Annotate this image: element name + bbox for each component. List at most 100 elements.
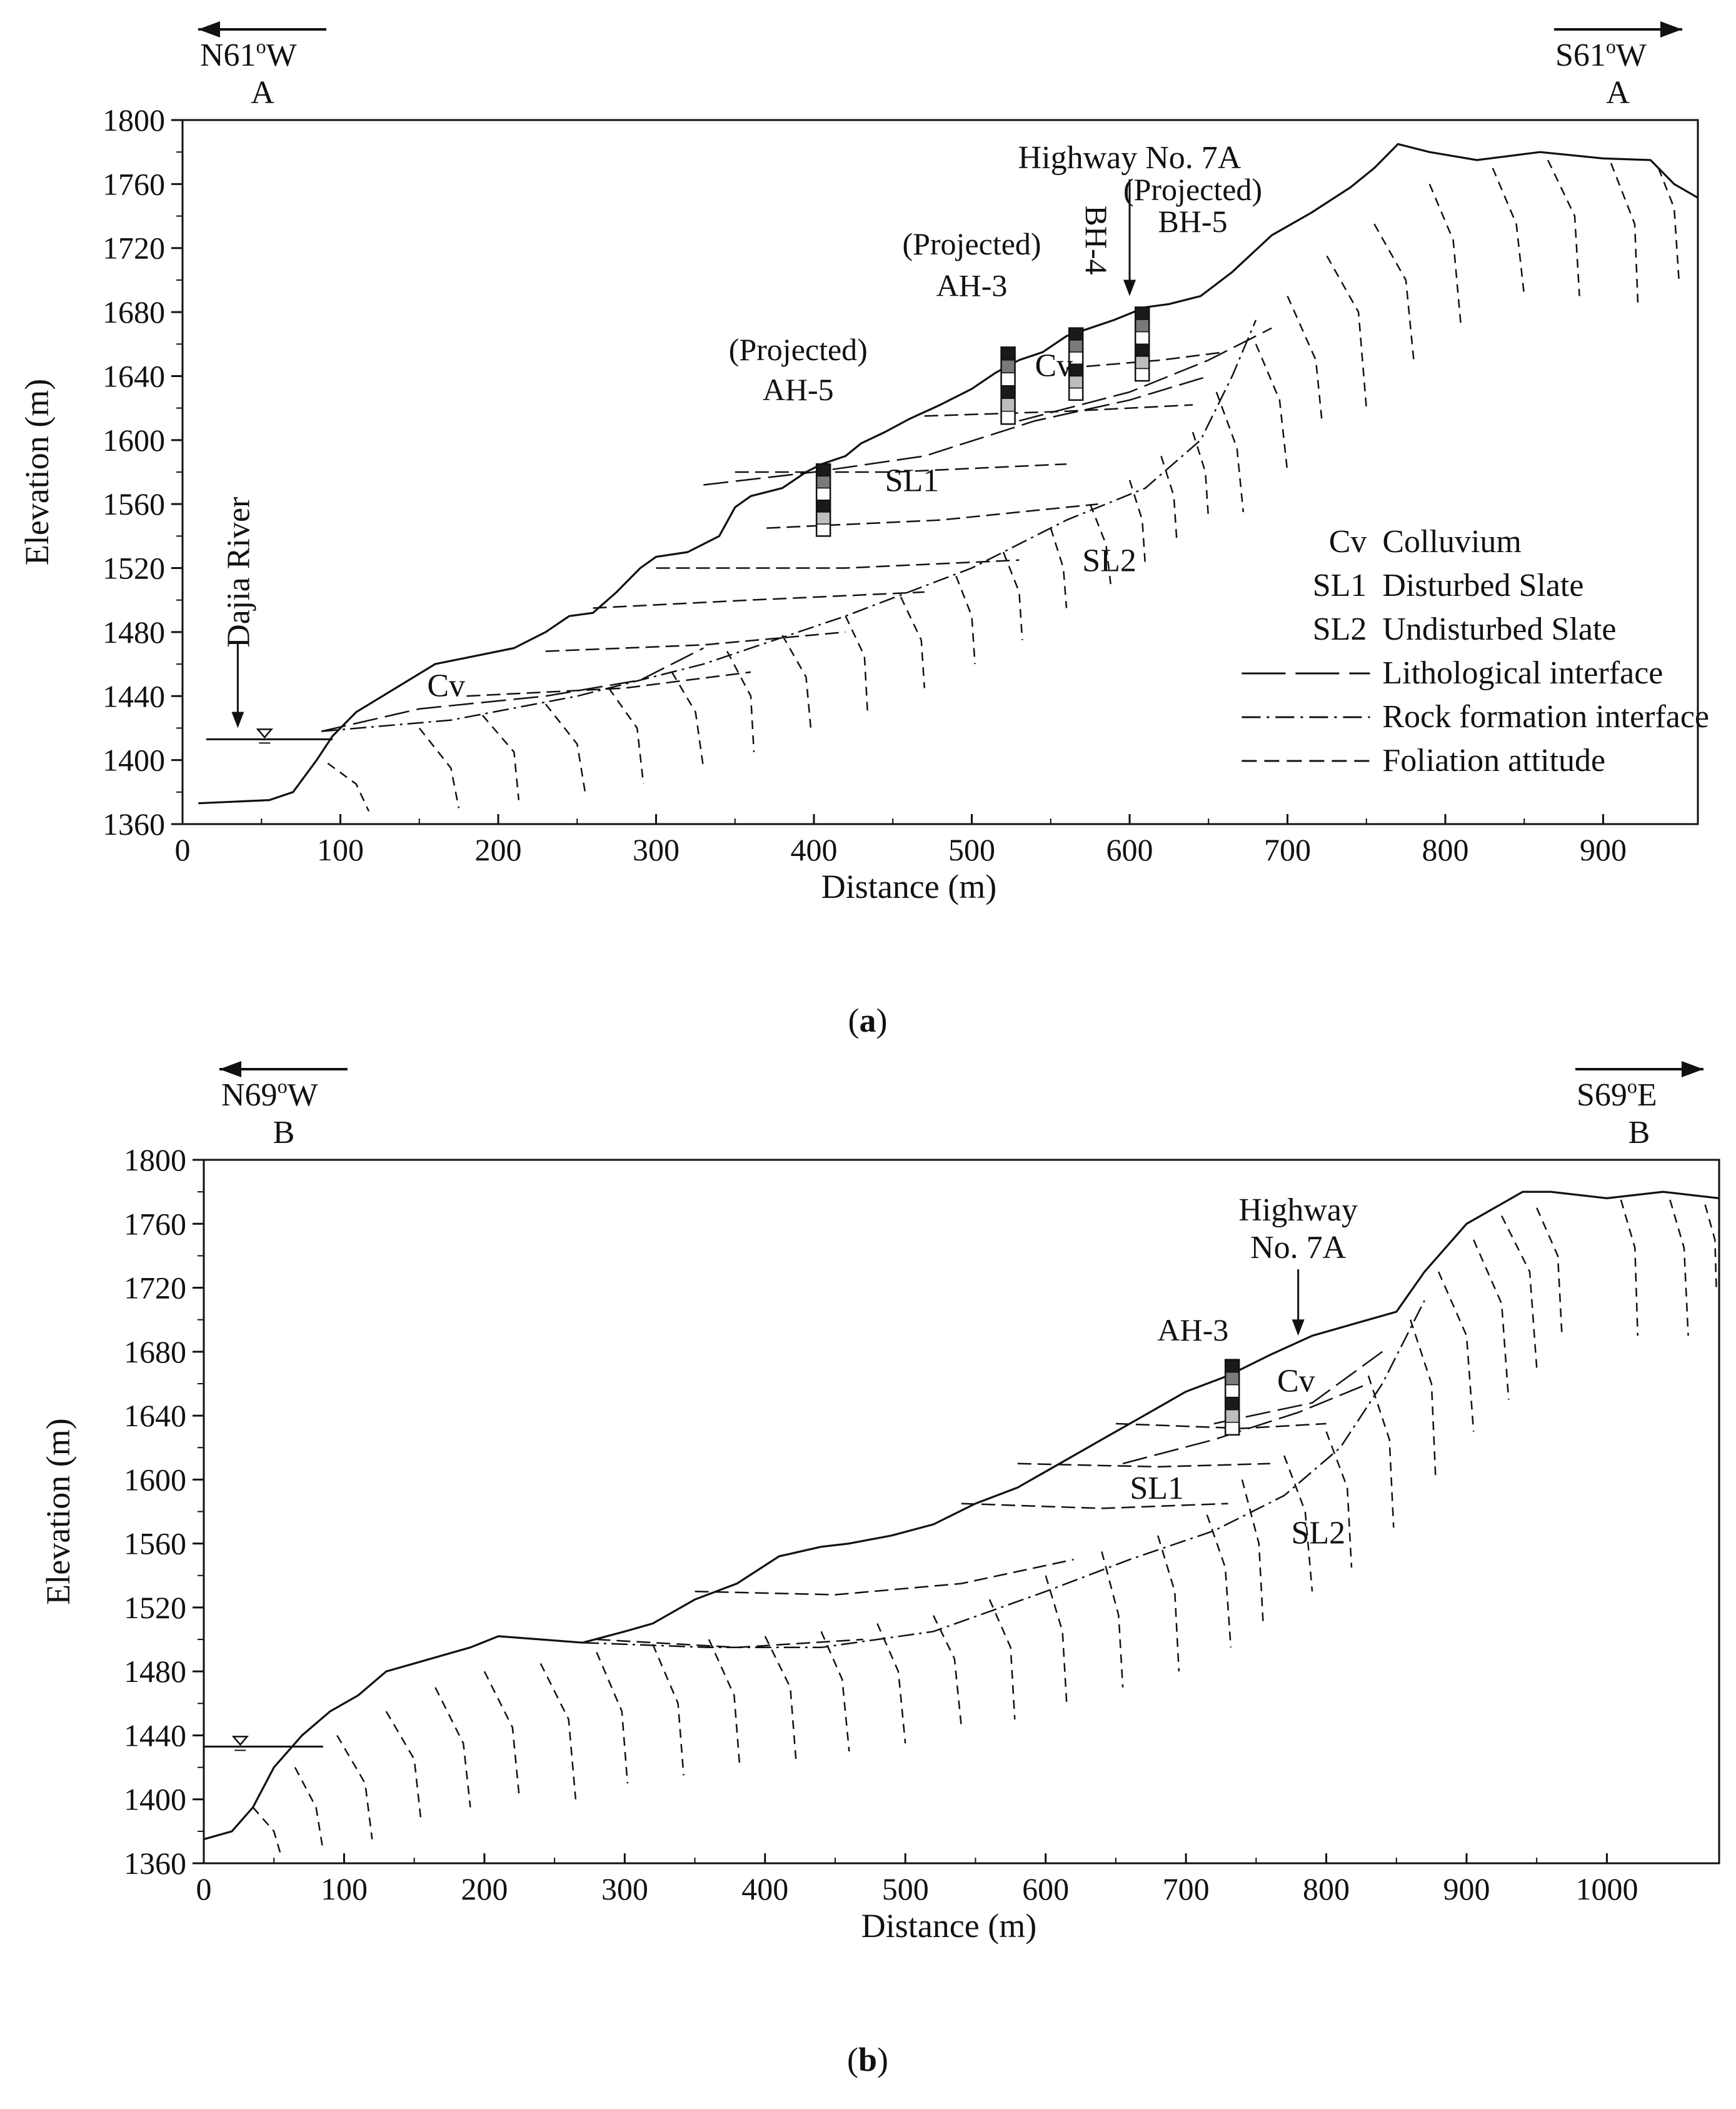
x-tick-label: 1000: [1575, 1871, 1638, 1906]
x-tick-label: 900: [1443, 1871, 1490, 1906]
foliation-line: [1283, 1455, 1313, 1592]
foliation-line: [1428, 183, 1462, 328]
water-table-icon: [231, 1736, 249, 1746]
foliation-line: [1045, 1575, 1068, 1704]
borehole-column: [1068, 327, 1084, 401]
lithological-interface-line: [735, 463, 1067, 473]
y-tick-label: 1560: [124, 1526, 186, 1561]
direction-left-label: N69oW: [221, 1075, 318, 1113]
foliation-line: [608, 687, 645, 785]
legend-text: Disturbed Slate: [1382, 568, 1583, 603]
borehole-segment: [1135, 319, 1150, 333]
y-tick-label: 1720: [103, 231, 165, 266]
foliation-line: [876, 1623, 906, 1744]
y-tick-label: 1800: [103, 103, 165, 138]
borehole-label: AH-5: [763, 372, 834, 407]
foliation-line: [1287, 295, 1323, 425]
x-tick-label: 200: [475, 832, 522, 867]
rock-formation-interface-line: [582, 1300, 1425, 1649]
direction-left-label: N61oW: [200, 35, 297, 73]
x-tick-label: 100: [321, 1871, 368, 1906]
y-tick-label: 1400: [103, 743, 165, 778]
direction-right-label: S61oW: [1555, 35, 1647, 73]
direction-suffix: W: [1616, 38, 1647, 73]
foliation-line: [820, 1631, 850, 1752]
borehole-segment: [1135, 331, 1150, 345]
borehole-label: AH-3: [1157, 1312, 1228, 1347]
x-tick-label: 800: [1303, 1871, 1350, 1906]
lithological-interface-line: [593, 591, 925, 609]
legend-text: Lithological interface: [1382, 655, 1663, 691]
degree-superscript: o: [278, 1075, 288, 1097]
plot-interior: [204, 1190, 1719, 1856]
annotation-label: Highway No. 7A: [1018, 140, 1242, 176]
foliation-line: [1373, 223, 1415, 361]
borehole-segment: [1000, 398, 1016, 412]
caption-b: (b): [847, 2041, 888, 2078]
y-tick-label: 1640: [103, 358, 165, 393]
foliation-line: [1610, 163, 1639, 305]
legend-code: SL2: [1313, 612, 1367, 647]
borehole-segment: [816, 487, 831, 501]
y-tick-label: 1480: [124, 1654, 186, 1689]
foliation-line: [671, 672, 705, 768]
borehole-label: BH-4: [1079, 205, 1114, 274]
legend-code: Cv: [1329, 524, 1367, 560]
borehole-label: AH-3: [936, 268, 1008, 303]
x-tick-label: 600: [1106, 832, 1153, 867]
foliation-line: [336, 1734, 373, 1840]
direction-right-label: S69oE: [1577, 1075, 1657, 1113]
section-end-left-letter: B: [273, 1115, 295, 1150]
y-tick-label: 1800: [124, 1142, 186, 1177]
zone-label: SL2: [1291, 1516, 1345, 1551]
lithological-interface-line: [1122, 1382, 1369, 1465]
y-tick-label: 1720: [124, 1271, 186, 1306]
direction-arrow-left-icon: [198, 21, 220, 38]
borehole-segment: [1225, 1371, 1240, 1386]
borehole-segment: [816, 523, 831, 537]
x-tick-label: 900: [1580, 832, 1627, 867]
y-tick-label: 1760: [124, 1206, 186, 1241]
water-table-icon: [256, 728, 273, 739]
foliation-line: [1536, 1207, 1563, 1336]
foliation-line: [1215, 391, 1245, 513]
x-tick-label: 500: [882, 1871, 929, 1906]
zone-label: Cv: [1035, 348, 1073, 383]
direction-arrow-left-icon: [219, 1061, 241, 1077]
borehole-projected-label: (Projected): [729, 332, 868, 367]
annotation-arrow-icon: [1292, 1319, 1305, 1336]
lithological-interface-line: [545, 631, 846, 652]
foliation-line: [845, 615, 869, 712]
foliation-line: [1473, 1239, 1510, 1400]
y-tick-label: 1360: [124, 1846, 186, 1881]
annotation-label-line2: No. 7A: [1250, 1230, 1347, 1266]
y-tick-label: 1680: [103, 294, 165, 330]
y-tick-label: 1480: [103, 615, 165, 650]
y-tick-label: 1600: [124, 1462, 186, 1497]
foliation-line: [544, 703, 586, 793]
annotation-arrow-icon: [1123, 279, 1136, 296]
lithological-interface-line: [1066, 351, 1225, 369]
y-tick-label: 1760: [103, 166, 165, 201]
foliation-line: [1437, 1271, 1475, 1432]
annotation-label: Highway: [1238, 1192, 1358, 1228]
foliation-line: [327, 762, 370, 812]
borehole-label: BH-5: [1158, 204, 1227, 239]
lithological-interface-line: [961, 1502, 1228, 1509]
foliation-line: [1657, 168, 1680, 280]
borehole-segment: [1225, 1359, 1240, 1373]
foliation-line: [1050, 528, 1068, 608]
ground-surface-line: [204, 1190, 1719, 1841]
borehole-segment: [1135, 343, 1150, 357]
foliation-line: [726, 651, 755, 752]
cross-section-a: 0 100 200 300 400 500 600 700 800 900 1360 1400 1440…: [18, 21, 1709, 905]
section-end-right-letter: B: [1628, 1115, 1650, 1150]
x-tick-label: 700: [1163, 1871, 1210, 1906]
borehole-segment: [816, 500, 831, 513]
foliation-line: [1500, 1215, 1538, 1368]
legend-text: Undisturbed Slate: [1382, 612, 1616, 647]
zone-label: SL1: [1130, 1471, 1184, 1506]
zone-label: Cv: [1277, 1364, 1315, 1399]
